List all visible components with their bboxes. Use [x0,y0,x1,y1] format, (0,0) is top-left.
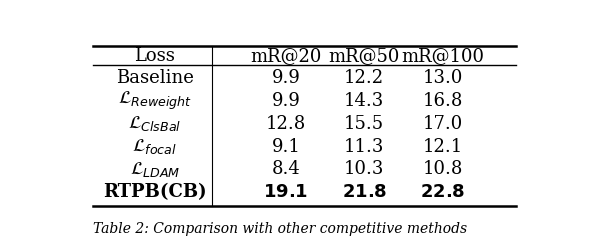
Text: $\mathcal{L}_{Reweight}$: $\mathcal{L}_{Reweight}$ [118,90,192,112]
Text: 9.9: 9.9 [271,92,301,110]
Text: $\mathbf{19.1}$: $\mathbf{19.1}$ [264,183,308,201]
Text: $\mathbf{22.8}$: $\mathbf{22.8}$ [420,183,465,201]
Text: mR@100: mR@100 [401,47,484,65]
Text: 10.8: 10.8 [422,161,463,178]
Text: 17.0: 17.0 [422,115,463,133]
Text: 13.0: 13.0 [422,69,463,87]
Text: $\mathbf{21.8}$: $\mathbf{21.8}$ [342,183,387,201]
Text: 10.3: 10.3 [344,161,384,178]
Text: Baseline: Baseline [116,69,194,87]
Text: mR@20: mR@20 [250,47,322,65]
Text: $\mathcal{L}_{focal}$: $\mathcal{L}_{focal}$ [132,137,177,156]
Text: 12.2: 12.2 [344,69,384,87]
Text: 16.8: 16.8 [422,92,463,110]
Text: Loss: Loss [134,47,175,65]
Text: 9.9: 9.9 [271,69,301,87]
Text: RTPB(CB): RTPB(CB) [103,183,207,201]
Text: mR@50: mR@50 [328,47,400,65]
Text: 11.3: 11.3 [344,138,384,155]
Text: Table 2: Comparison with other competitive methods: Table 2: Comparison with other competiti… [93,222,467,236]
Text: 15.5: 15.5 [344,115,384,133]
Text: 12.8: 12.8 [266,115,306,133]
Text: 8.4: 8.4 [271,161,301,178]
Text: 12.1: 12.1 [422,138,463,155]
Text: 9.1: 9.1 [271,138,301,155]
Text: $\mathcal{L}_{ClsBal}$: $\mathcal{L}_{ClsBal}$ [128,114,182,133]
Text: 14.3: 14.3 [344,92,384,110]
Text: $\mathcal{L}_{LDAM}$: $\mathcal{L}_{LDAM}$ [129,160,180,179]
